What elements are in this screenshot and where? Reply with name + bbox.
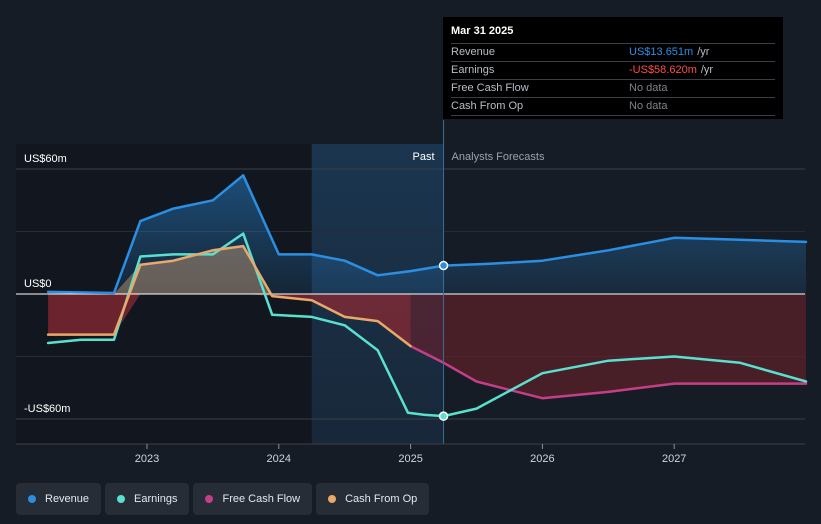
x-tick-label: 2026 — [530, 453, 554, 465]
tooltip-value: No data — [629, 82, 668, 94]
series-line-revenue — [46, 174, 808, 295]
legend-item-earnings[interactable]: Earnings — [105, 483, 190, 515]
y-tick-label: US$0 — [24, 278, 52, 290]
series-line-earnings — [46, 232, 808, 418]
tooltip-value: -US$58.620m — [629, 64, 697, 76]
tooltip-value: US$13.651m — [629, 46, 694, 58]
tooltip-label: Free Cash Flow — [451, 82, 529, 94]
legend-label: Cash From Op — [345, 493, 418, 505]
tooltip-label: Revenue — [451, 46, 496, 58]
legend-dot-icon — [28, 495, 36, 503]
series-line-free-cash-flow — [409, 344, 808, 400]
tooltip-unit: /yr — [700, 64, 714, 76]
marker-point-earnings — [438, 411, 449, 421]
legend-item-free-cash-flow[interactable]: Free Cash Flow — [193, 483, 313, 515]
series-line-cash-from-op — [46, 244, 412, 348]
tooltip-row-earnings: Earnings -US$58.620m /yr — [451, 61, 775, 79]
legend-item-revenue[interactable]: Revenue — [16, 483, 102, 515]
tooltip-row-free-cash-flow: Free Cash Flow No data — [451, 79, 775, 97]
hover-tooltip: Mar 31 2025 Revenue US$13.651m /yr Earni… — [443, 17, 783, 119]
marker-point-revenue — [438, 260, 449, 271]
x-tick-label: 2025 — [398, 453, 422, 465]
tooltip-date: Mar 31 2025 — [451, 25, 514, 37]
tooltip-value: No data — [629, 100, 668, 112]
legend-label: Earnings — [134, 493, 178, 505]
legend-dot-icon — [205, 495, 214, 503]
past-label: Past — [413, 151, 435, 163]
legend-label: Revenue — [45, 493, 90, 505]
x-tick-label: 2027 — [662, 453, 686, 465]
tooltip-row-revenue: Revenue US$13.651m /yr — [451, 43, 775, 61]
y-tick-label: -US$60m — [24, 403, 70, 415]
legend-dot-icon — [117, 495, 126, 503]
x-tick-label: 2024 — [267, 453, 291, 465]
forecast-label: Analysts Forecasts — [452, 151, 545, 163]
legend-label: Free Cash Flow — [222, 493, 301, 505]
y-tick-label: US$60m — [24, 153, 67, 165]
revenue-area — [48, 175, 807, 294]
tooltip-label: Cash From Op — [451, 100, 524, 112]
tooltip-unit: /yr — [697, 46, 710, 58]
tooltip-label: Earnings — [451, 64, 495, 76]
legend-dot-icon — [328, 495, 337, 503]
cash-from-op-positive-area — [48, 246, 411, 294]
x-tick-label: 2023 — [135, 453, 159, 465]
free-cash-flow-area — [410, 294, 806, 399]
tooltip-row-cash-from-op: Cash From Op No data — [451, 97, 775, 116]
legend-item-cash-from-op[interactable]: Cash From Op — [316, 483, 430, 515]
chart-legend: Revenue Earnings Free Cash Flow Cash Fro… — [16, 483, 430, 515]
